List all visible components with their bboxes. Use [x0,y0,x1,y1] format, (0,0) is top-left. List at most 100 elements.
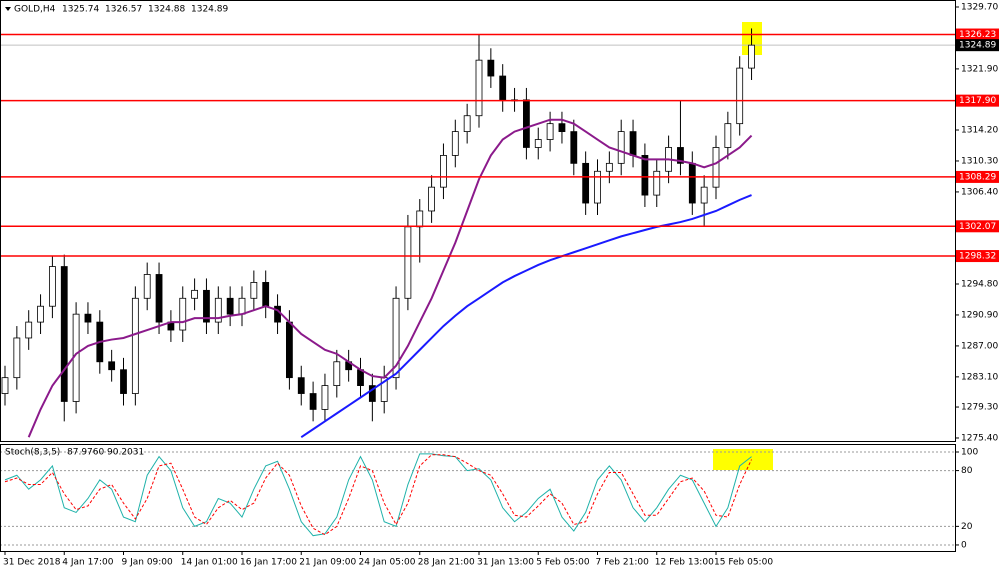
candle-body [724,123,732,148]
level-label: 1298.32 [959,252,996,262]
level-label-box [956,94,999,107]
candle-body [84,313,92,323]
y-tick-label: 1329.70 [961,2,998,12]
candle-body [440,155,447,188]
highlight-box [713,449,773,470]
last-price-label: 1324.89 [959,41,996,51]
x-tick-label: 9 Jan 09:00 [122,558,174,568]
candle-body [605,162,613,172]
candle-body [60,266,68,402]
x-tick-label: 16 Jan 17:00 [240,558,297,568]
candle-body [203,289,210,323]
y-tick-label: 1283.10 [961,372,998,382]
candle-body [499,75,507,101]
candle-body [37,305,44,323]
y-tick-label: 1321.90 [961,64,998,74]
x-tick-label: 24 Jan 05:00 [359,558,416,568]
candle-body [463,115,471,133]
x-tick-label: 14 Jan 01:00 [181,558,238,568]
candle-body [108,361,116,371]
ohlc-value: 1324.89 [191,5,228,15]
y-tick-label: 1314.20 [961,126,998,136]
candle-body [688,162,696,204]
level-label-box [956,250,999,263]
y-tick-label: 100 [961,447,978,457]
candle-body [404,226,412,299]
x-tick-label: 5 Feb 05:00 [536,558,590,568]
candle-body [392,297,400,379]
candle-body [13,337,21,379]
x-tick-label: 15 Feb 05:00 [714,558,773,568]
candle-body [285,321,293,379]
candle-body [748,44,755,69]
candle-body [143,274,151,299]
candle-body [594,170,601,204]
level-label: 1317.90 [959,96,996,106]
x-tick-label: 7 Feb 21:00 [596,558,650,568]
y-tick-label: 1290.90 [961,310,998,320]
candle-body [428,186,436,212]
candle-body [570,131,578,164]
level-label: 1308.29 [959,172,996,182]
candle-body [416,210,424,228]
candle-body [677,147,684,164]
y-tick-label: 20 [961,522,973,532]
y-tick-label: 1279.30 [961,403,998,413]
candle-body [191,289,199,299]
y-tick-label: 0 [961,540,967,550]
candle-body [546,123,554,140]
candle-body [357,369,364,386]
y-tick-label: 1294.80 [961,279,998,289]
candle-body [309,393,317,410]
candle-body [131,297,139,394]
candle-body [712,147,720,188]
indicator-title: Stoch(8,3,5) [5,448,60,458]
last-price-box [956,39,999,52]
candle-body [582,162,590,204]
moving-average-line [300,194,752,439]
moving-average-line [27,118,753,438]
stoch-frame [0,444,956,552]
candle-body [333,361,341,386]
level-label: 1302.07 [959,222,996,232]
symbol-label: GOLD,H4 [14,5,56,15]
y-tick-label: 80 [961,466,973,476]
indicator-value: 87.9760 [67,448,104,458]
candle-body [49,266,56,307]
candle-body [736,67,744,125]
level-label-box [956,220,999,233]
candle-body [25,321,33,339]
candle-body [475,59,483,117]
y-tick-label: 1310.30 [961,156,998,166]
candle-body [523,99,530,148]
ohlc-value: 1324.88 [148,5,185,15]
candle-body [451,131,459,156]
x-tick-label: 28 Jan 21:00 [418,558,475,568]
x-tick-label: 31 Jan 13:00 [477,558,534,568]
x-tick-label: 4 Jan 17:00 [62,558,114,568]
stoch-line [4,454,753,536]
x-tick-label: 31 Dec 2018 [3,558,61,568]
candle-body [120,369,127,394]
candle-body [617,131,625,164]
candle-body [155,274,163,323]
candle-body [250,282,258,299]
candle-body [641,155,649,196]
candle-body [226,297,234,315]
ohlc-value: 1325.74 [62,5,99,15]
level-label-box [956,170,999,183]
candle-body [262,282,270,307]
candle-body [487,59,495,77]
candle-body [629,131,637,156]
main-frame [0,0,956,442]
y-tick-label: 1306.40 [961,187,998,197]
candle-body [653,170,661,196]
candle-body [700,186,708,204]
ohlc-value: 1326.57 [105,5,142,15]
candle-body [238,297,246,315]
x-tick-label: 12 Feb 13:00 [655,558,714,568]
x-tick-label: 21 Jan 09:00 [299,558,356,568]
level-label: 1326.23 [959,30,996,40]
